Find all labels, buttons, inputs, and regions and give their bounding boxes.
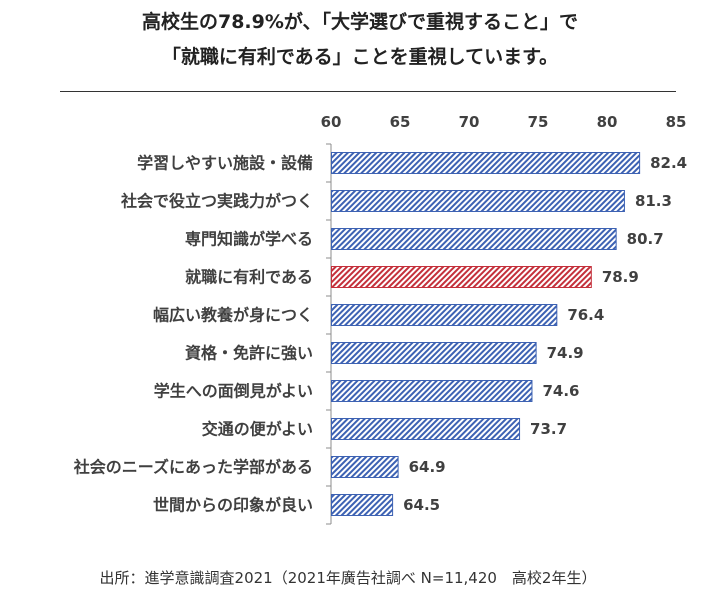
value-label: 73.7: [530, 420, 567, 438]
category-label: 資格・免許に強い: [185, 344, 313, 363]
bar: [331, 456, 399, 478]
bar-row: 学習しやすい施設・設備 82.4: [137, 152, 687, 174]
bar-row: 幅広い教養が身につく 76.4: [153, 304, 604, 326]
bar: [331, 152, 641, 174]
x-tick-label: 85: [666, 113, 687, 131]
category-label: 社会のニーズにあった学部がある: [73, 458, 313, 477]
value-label: 74.6: [542, 382, 579, 400]
bar: [331, 380, 533, 402]
chart-title-line-2: 「就職に有利である」ことを重視しています。: [161, 46, 559, 68]
bar-row: 就職に有利である 78.9: [185, 266, 639, 288]
value-label: 76.4: [567, 306, 604, 324]
bar-row: 社会で役立つ実践力がつく 81.3: [120, 190, 672, 212]
category-label: 学生への面倒見がよい: [154, 382, 313, 401]
bar: [331, 418, 521, 440]
bar: [331, 494, 394, 516]
category-label: 社会で役立つ実践力がつく: [120, 192, 313, 211]
bar: [331, 304, 558, 326]
value-label: 64.5: [403, 496, 440, 514]
title-divider: [60, 91, 676, 92]
value-label: 64.9: [409, 458, 446, 476]
bar-row: 学生への面倒見がよい 74.6: [154, 380, 579, 402]
x-tick-label: 70: [459, 113, 480, 131]
category-label: 専門知識が学べる: [185, 230, 313, 249]
bar-row: 専門知識が学べる 80.7: [185, 228, 664, 250]
bar-row: 社会のニーズにあった学部がある 64.9: [73, 456, 446, 478]
x-tick-label: 65: [390, 113, 411, 131]
value-label: 81.3: [635, 192, 672, 210]
bar: [331, 190, 625, 212]
bar: [331, 266, 592, 288]
category-axis: [326, 143, 332, 525]
value-label: 74.9: [547, 344, 584, 362]
value-label: 82.4: [650, 154, 687, 172]
category-label: 世間からの印象が良い: [153, 496, 313, 515]
bar-row: 世間からの印象が良い 64.5: [153, 494, 440, 516]
x-tick-label: 75: [528, 113, 549, 131]
category-label: 幅広い教養が身につく: [153, 306, 313, 325]
category-label: 学習しやすい施設・設備: [137, 154, 313, 173]
source-note: 出所：進学意識調査2021（2021年廣告社調べ N=11,420 高校2年生）: [99, 569, 597, 587]
category-label: 就職に有利である: [185, 268, 313, 287]
bar: [331, 342, 537, 364]
chart-title-line-1: 高校生の78.9%が、「大学選びで重視すること」で: [141, 11, 579, 33]
bar-row: 資格・免許に強い 74.9: [185, 342, 584, 364]
bar: [331, 228, 617, 250]
x-tick-label: 60: [321, 113, 342, 131]
category-label: 交通の便がよい: [202, 420, 313, 439]
x-tick-label: 80: [597, 113, 618, 131]
value-label: 80.7: [627, 230, 664, 248]
x-axis-ticks: 60 65 70 75 80 85: [321, 113, 687, 131]
bar-row: 交通の便がよい 73.7: [202, 418, 567, 440]
value-label: 78.9: [602, 268, 639, 286]
bars: 学習しやすい施設・設備 82.4 社会で役立つ実践力がつく 81.3 専門知識が学べる 8…: [73, 152, 687, 516]
